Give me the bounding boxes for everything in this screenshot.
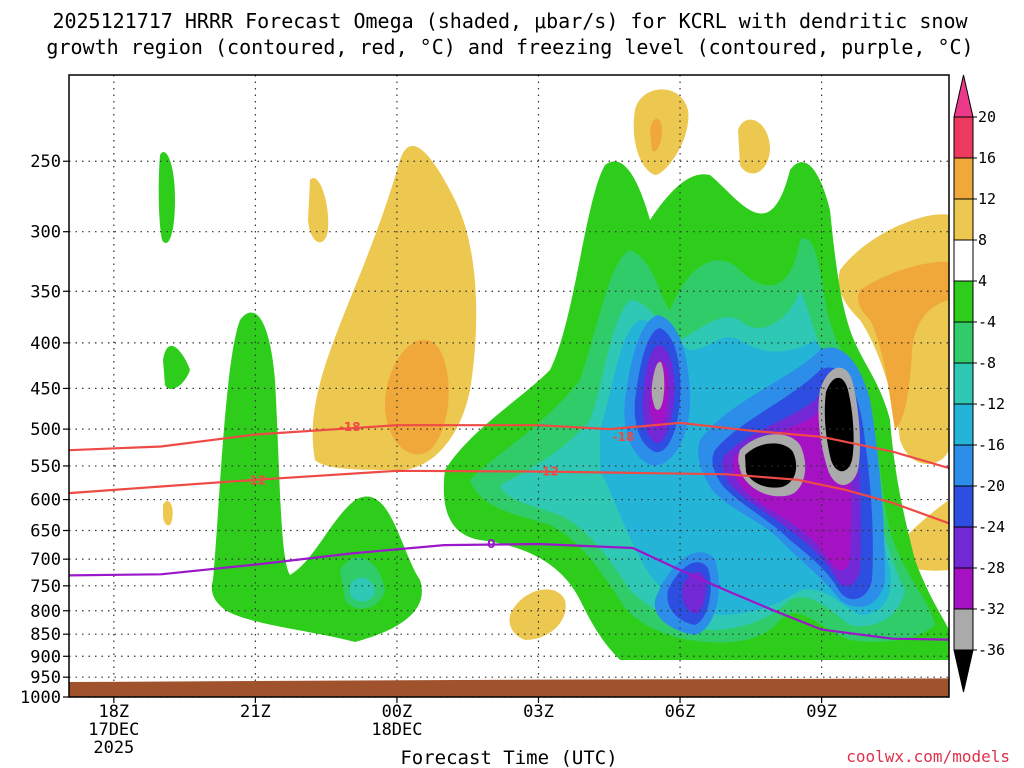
x-tick-label: 21Z	[240, 702, 271, 722]
colorbar-bin	[953, 362, 974, 405]
credit-link[interactable]: coolwx.com/models	[846, 747, 1010, 766]
y-tick-label: 300	[30, 223, 61, 243]
colorbar-label: -16	[978, 436, 1005, 454]
omega-region-positive	[738, 119, 770, 174]
colorbar-bin	[953, 444, 974, 487]
contour-label--12: -12	[245, 473, 267, 487]
y-tick-label: 700	[30, 550, 61, 570]
x-tick-date: 18DEC	[371, 720, 422, 740]
colorbar-label: -36	[978, 641, 1005, 659]
x-tick-year: 2025	[93, 738, 134, 758]
contour-label-0: 0	[487, 537, 495, 551]
colorbar-label: -28	[978, 559, 1005, 577]
colorbar-bottom-arrow	[953, 649, 974, 693]
colorbar-bin	[953, 485, 974, 528]
colorbar-top-arrow	[953, 74, 974, 118]
x-tick-label: 03Z	[523, 702, 554, 722]
contour-line--12	[69, 469, 949, 525]
colorbar-label: 8	[978, 231, 987, 249]
colorbar-bin	[953, 116, 974, 159]
colorbar-bin	[953, 526, 974, 569]
omega-region-negative-core	[350, 577, 375, 602]
omega-shaded-field	[158, 89, 949, 661]
colorbar-label: -32	[978, 600, 1005, 618]
colorbar-bin	[953, 198, 974, 241]
y-axis: 2503003504004505005506006507007508008509…	[20, 152, 69, 708]
y-tick-label: 950	[30, 668, 61, 688]
x-axis-label: Forecast Time (UTC)	[400, 747, 617, 768]
colorbar-label: -24	[978, 518, 1005, 536]
colorbar-label: -8	[978, 354, 996, 372]
x-tick-label: 09Z	[806, 702, 837, 722]
colorbar-bin	[953, 567, 974, 610]
contour-label--18: -18	[613, 430, 635, 444]
y-tick-label: 750	[30, 577, 61, 597]
x-tick-label: 00Z	[382, 702, 413, 722]
omega-region-negative-core	[745, 377, 854, 488]
colorbar-bin	[953, 321, 974, 364]
y-tick-label: 450	[30, 379, 61, 399]
y-tick-label: 550	[30, 457, 61, 477]
plot-frame	[68, 74, 950, 698]
x-tick-date: 17DEC	[88, 720, 139, 740]
x-tick-label: 06Z	[665, 702, 696, 722]
y-tick-label: 350	[30, 282, 61, 302]
chart-title-line-2: growth region (contoured, red, °C) and f…	[46, 35, 973, 59]
chart-title-line-1: 2025121717 HRRR Forecast Omega (shaded, …	[52, 9, 968, 33]
colorbar-bin	[953, 157, 974, 200]
colorbar-label: 12	[978, 190, 996, 208]
omega-region-positive-core	[858, 261, 949, 430]
y-tick-label: 250	[30, 152, 61, 172]
y-tick-label: 500	[30, 420, 61, 440]
contour-label--18: -18	[339, 420, 361, 434]
y-tick-label: 1000	[20, 688, 61, 708]
y-tick-label: 850	[30, 625, 61, 645]
y-tick-label: 900	[30, 647, 61, 667]
omega-region-negative	[163, 345, 190, 390]
omega-region-positive	[509, 589, 566, 640]
y-tick-label: 800	[30, 602, 61, 622]
contour-label--12: -12	[537, 465, 559, 479]
terrain-fill	[69, 678, 949, 697]
y-tick-label: 600	[30, 491, 61, 511]
x-tick-label: 18Z	[98, 702, 129, 722]
colorbar-label: -12	[978, 395, 1005, 413]
omega-region-positive-core	[650, 118, 662, 152]
colorbar-label: -20	[978, 477, 1005, 495]
colorbar: 20 16 12 8 4 -4 -8 -12 -16 -20 -24 -28 -32 -36	[953, 74, 1005, 693]
omega-region-positive	[163, 500, 173, 526]
colorbar-bin	[953, 280, 974, 323]
y-tick-label: 650	[30, 522, 61, 542]
terrain-group	[69, 678, 949, 697]
colorbar-bin	[953, 239, 974, 282]
contour-line--18	[69, 421, 949, 470]
omega-region-positive	[308, 178, 329, 243]
colorbar-label: -4	[978, 313, 996, 331]
colorbar-bin	[953, 403, 974, 446]
omega-region-negative	[158, 152, 175, 244]
colorbar-label: 20	[978, 108, 996, 126]
contour-line-0	[69, 542, 949, 641]
colorbar-bin	[953, 608, 974, 651]
contour-lines: -18 -18 -12 -12 0	[69, 420, 949, 641]
colorbar-label: 4	[978, 272, 987, 290]
y-tick-label: 400	[30, 334, 61, 354]
colorbar-label: 16	[978, 149, 996, 167]
